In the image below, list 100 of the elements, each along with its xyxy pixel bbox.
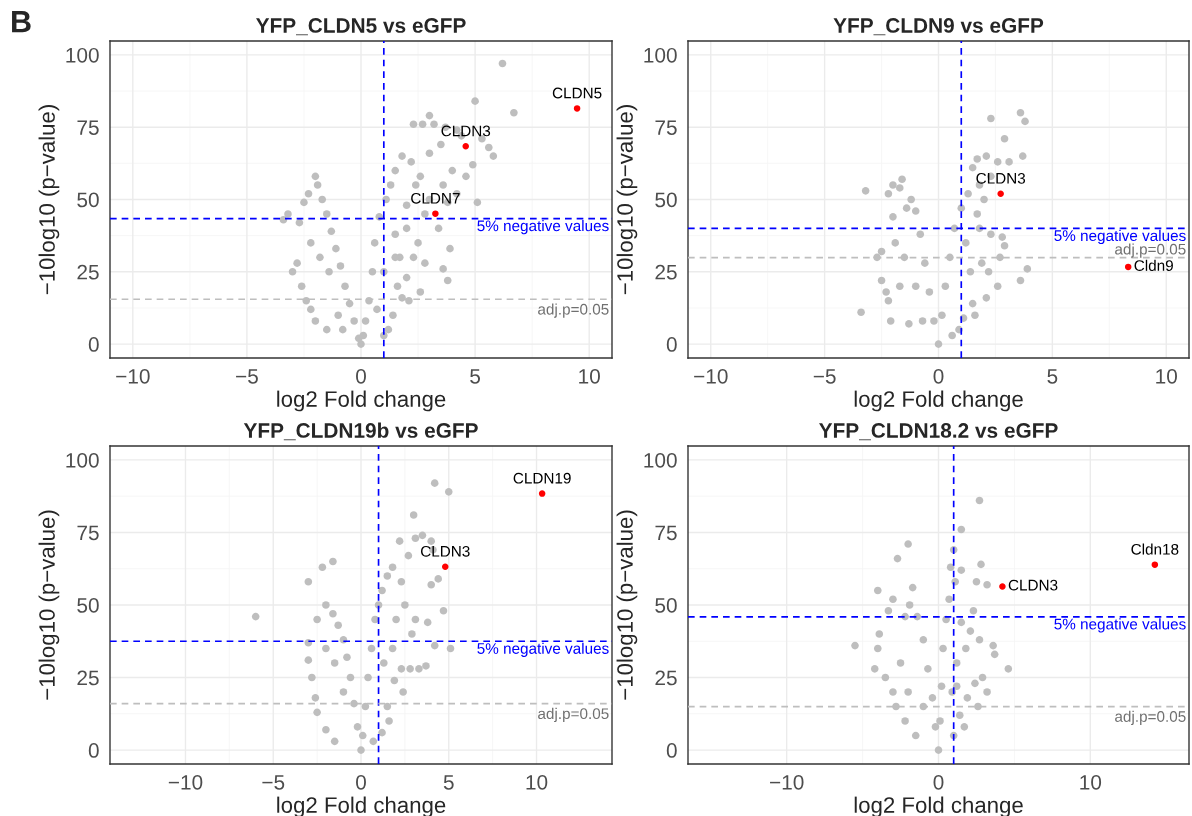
annotation: Cldn9: [1134, 259, 1173, 271]
point: [931, 723, 940, 731]
y-tick-label: 25: [77, 264, 99, 280]
point: [462, 143, 469, 150]
x-tick-label: 5: [470, 369, 481, 384]
point: [936, 717, 944, 725]
point: [955, 711, 964, 720]
y-axis-title: −10log10 (p−value): [38, 105, 60, 295]
x-tick-label: −10: [694, 368, 728, 384]
point: [904, 688, 912, 696]
y-axis-title: −10log10 (p−value): [38, 510, 60, 700]
point: [957, 525, 966, 534]
point: [960, 723, 969, 731]
point: [896, 659, 905, 667]
y-tick-label: 75: [77, 120, 99, 135]
y-tick-label: 75: [655, 525, 677, 541]
point: [939, 644, 947, 653]
annotation: CLDN5: [552, 87, 602, 99]
point: [892, 702, 900, 711]
annotation: adj.p=0.05: [538, 303, 609, 318]
y-tick-label: 100: [66, 452, 99, 468]
x-tick-label: 5: [1047, 369, 1058, 384]
y-axis-title: −10log10 (p−value): [616, 105, 638, 295]
point: [975, 636, 984, 644]
point: [934, 746, 943, 754]
ref-line-label: 5% negative values: [1054, 618, 1186, 633]
point: [945, 595, 953, 603]
y-tick-label: 25: [77, 670, 99, 686]
point: [432, 210, 439, 217]
x-tick-label: 10: [526, 774, 548, 790]
ref-line-label: 5% negative values: [477, 219, 609, 235]
annotation: CLDN3: [441, 125, 491, 137]
point: [966, 627, 975, 635]
y-tick-label: 0: [666, 337, 677, 352]
point: [1004, 665, 1013, 673]
y-tick-label: 100: [66, 47, 99, 63]
x-tick-label: 0: [933, 368, 944, 384]
x-tick-label: 10: [1080, 774, 1102, 790]
point: [969, 607, 978, 615]
x-tick-label: −10: [116, 368, 150, 384]
text: B: [12, 11, 31, 33]
point: [851, 641, 859, 650]
point: [989, 641, 997, 650]
point: [901, 717, 909, 725]
point: [957, 618, 966, 627]
point: [952, 682, 961, 691]
point: [904, 540, 912, 548]
y-tick-label: 50: [77, 192, 99, 208]
ref-line-label: 5% negative values: [1054, 229, 1186, 245]
chart-title: YFP_CLDN9 vs eGFP: [833, 18, 1044, 36]
point: [1151, 561, 1159, 568]
point: [908, 583, 917, 592]
chart-title: YFP_CLDN19b vs eGFP: [243, 422, 478, 441]
point: [963, 694, 972, 702]
annotation: CLDN7: [411, 192, 460, 204]
point: [881, 673, 890, 682]
annotation: adj.p=0.05: [538, 707, 609, 723]
point: [875, 630, 884, 638]
point: [972, 577, 981, 586]
point: [893, 554, 902, 563]
point: [937, 682, 946, 691]
point: [870, 665, 879, 673]
x-axis-title: log2 Fold change: [854, 390, 1023, 412]
point: [889, 688, 897, 696]
x-tick-label: 0: [933, 774, 944, 790]
x-tick-label: −5: [236, 369, 258, 384]
point: [946, 563, 955, 572]
point: [911, 731, 920, 740]
x-tick-label: −10: [168, 774, 203, 790]
point: [962, 644, 970, 653]
point: [873, 586, 882, 595]
y-tick-label: 75: [77, 525, 99, 541]
y-axis-title: −10log10 (p−value): [616, 510, 638, 700]
x-tick-label: 10: [579, 368, 600, 384]
point: [974, 702, 982, 711]
point: [905, 601, 914, 609]
y-tick-label: 0: [88, 337, 99, 352]
x-axis-title: log2 Fold change: [277, 390, 446, 412]
point: [977, 560, 985, 569]
point: [975, 496, 984, 505]
point: [924, 665, 932, 673]
x-tick-label: −10: [770, 774, 804, 790]
x-tick-label: −5: [262, 775, 285, 790]
point: [928, 694, 937, 702]
y-tick-label: 0: [666, 743, 677, 758]
y-tick-label: 25: [655, 670, 677, 686]
x-tick-label: −5: [813, 369, 836, 384]
x-tick-label: 0: [356, 368, 366, 384]
point: [873, 644, 882, 653]
y-tick-label: 75: [655, 120, 677, 135]
point: [884, 607, 893, 615]
point: [957, 566, 966, 574]
point: [999, 583, 1006, 590]
point: [889, 595, 897, 603]
x-tick-label: 5: [443, 775, 454, 790]
annotation: CLDN3: [1008, 579, 1058, 591]
point: [983, 580, 991, 589]
point: [919, 636, 928, 644]
point: [573, 105, 581, 112]
x-tick-label: 10: [1156, 368, 1177, 384]
